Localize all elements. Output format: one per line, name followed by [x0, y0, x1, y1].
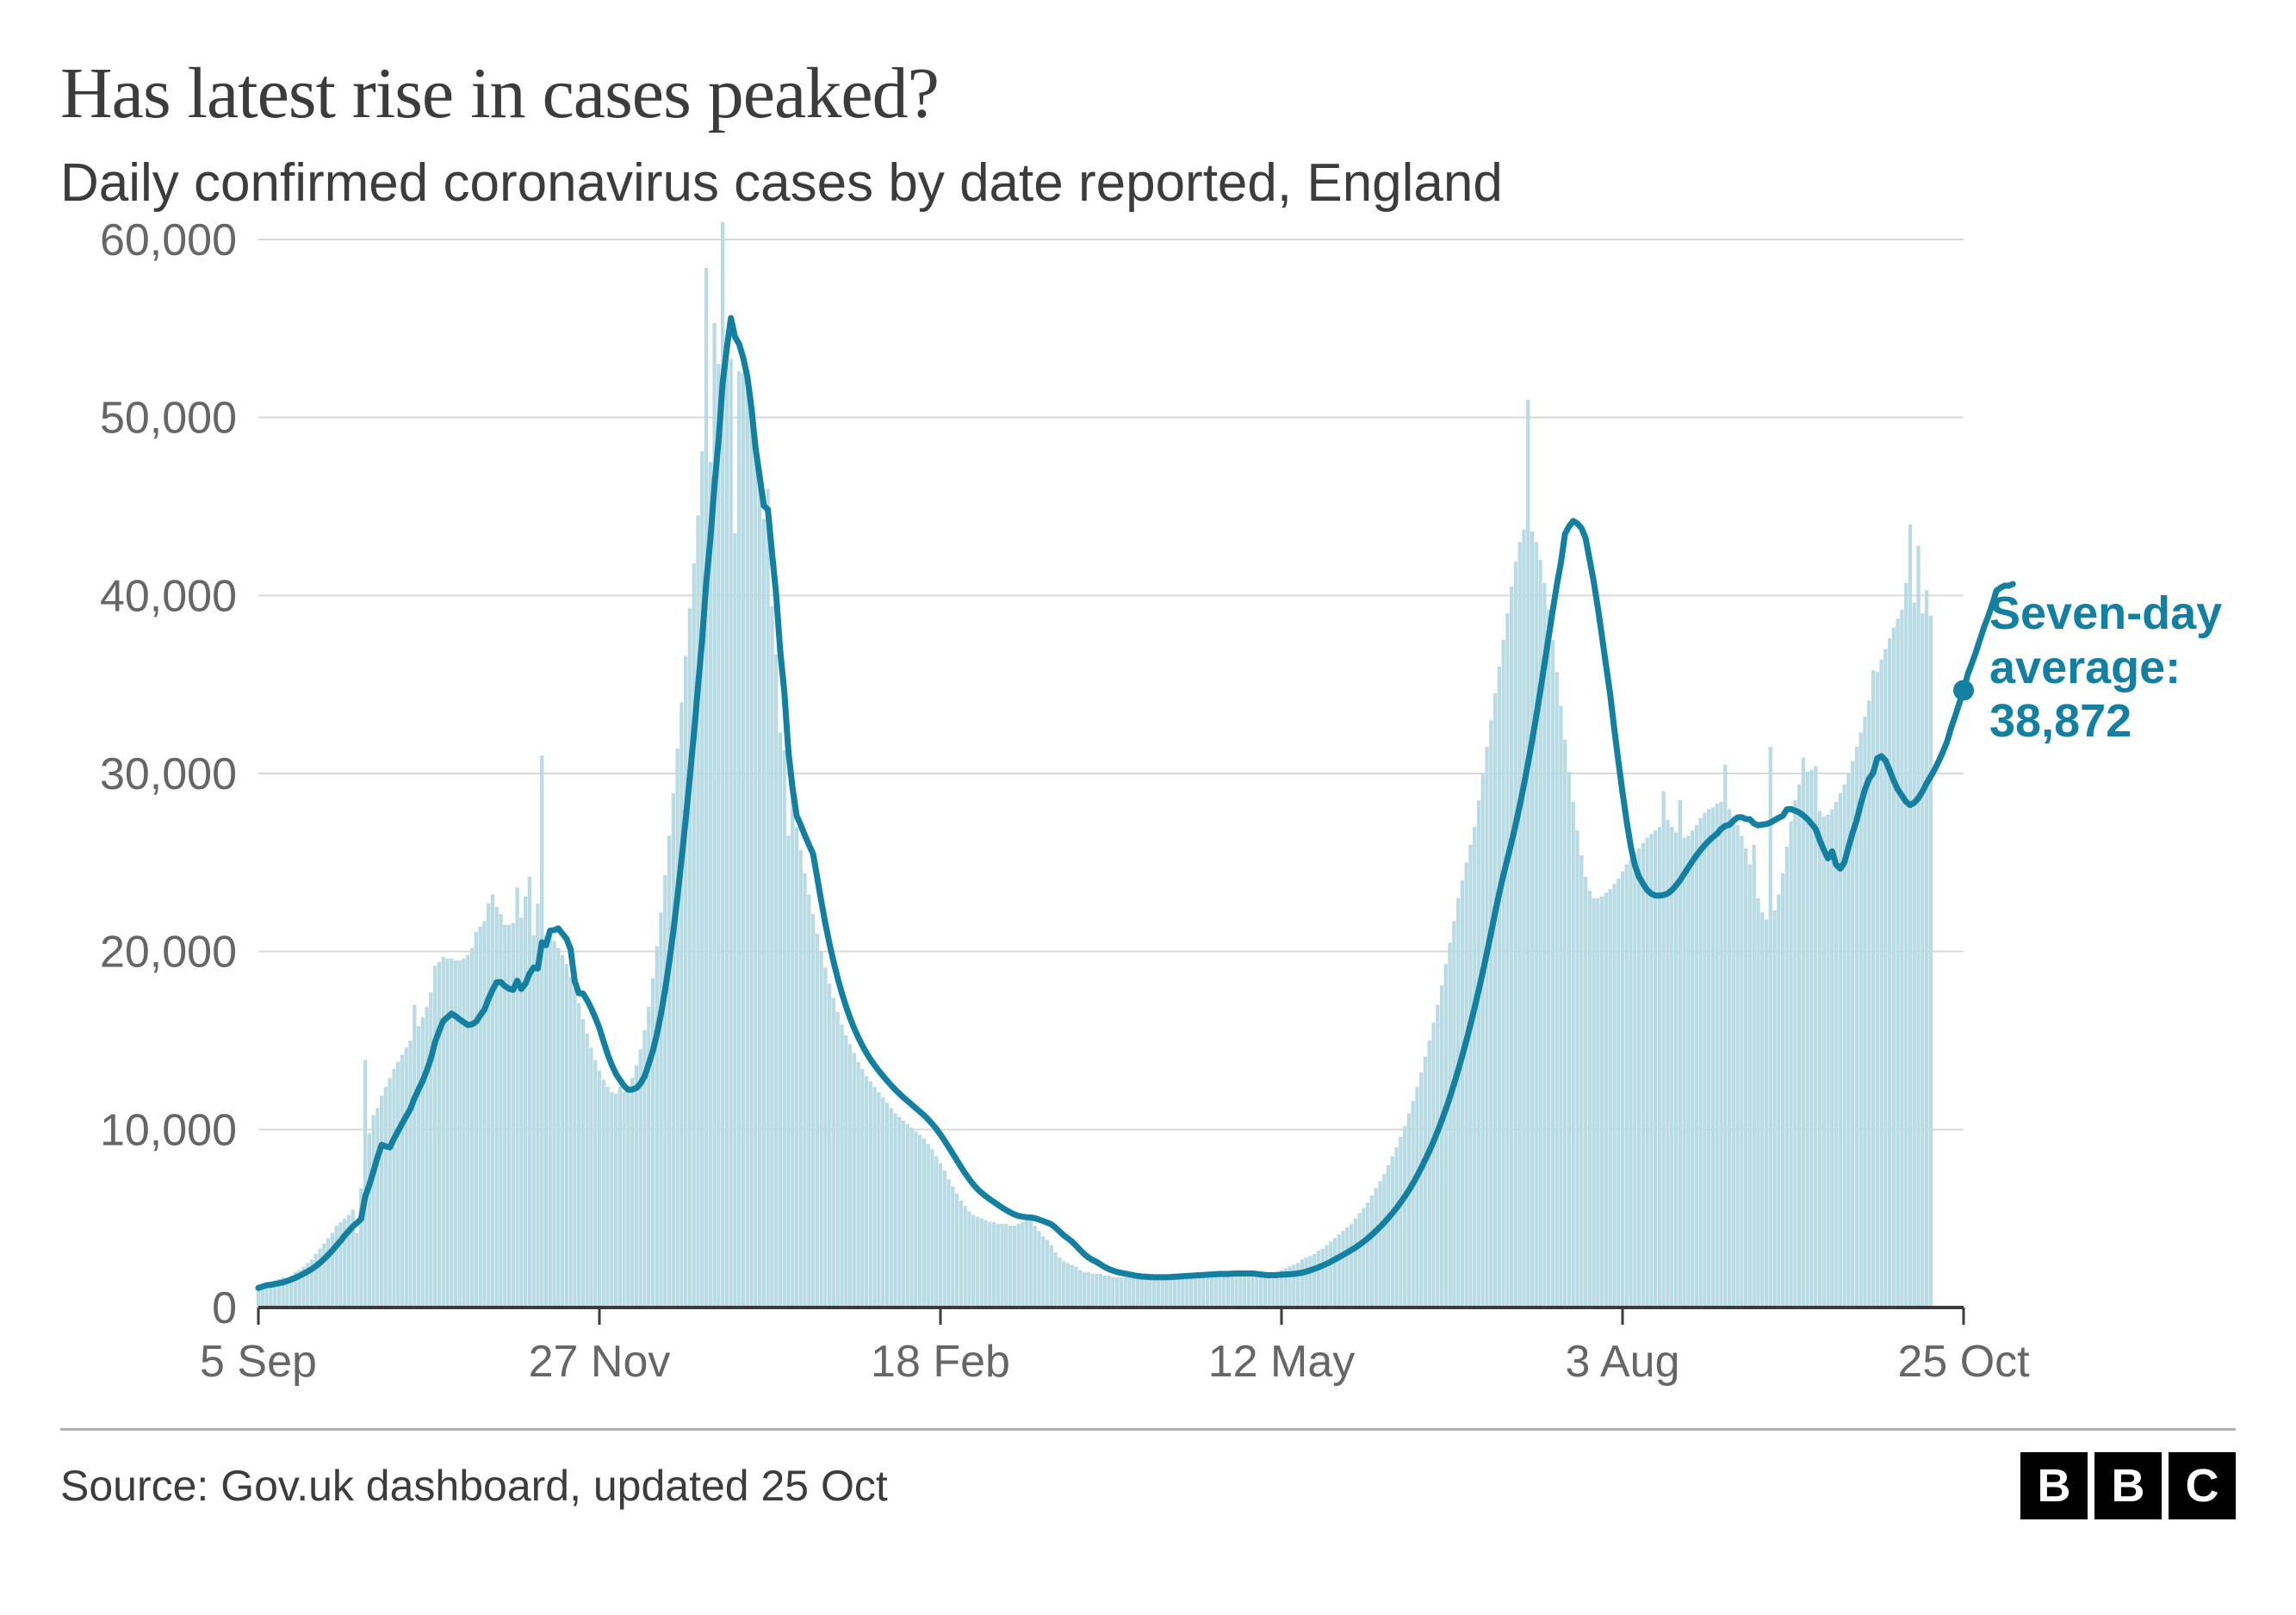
- source-text: Source: Gov.uk dashboard, updated 25 Oct: [60, 1461, 888, 1511]
- chart-subtitle: Daily confirmed coronavirus cases by dat…: [60, 152, 2236, 214]
- svg-text:40,000: 40,000: [100, 571, 237, 621]
- end-value-annotation: Seven-dayaverage:38,872: [1989, 587, 2222, 747]
- svg-text:3 Aug: 3 Aug: [1565, 1337, 1679, 1387]
- svg-text:50,000: 50,000: [100, 394, 237, 444]
- svg-text:30,000: 30,000: [100, 749, 237, 799]
- svg-text:18 Feb: 18 Feb: [871, 1337, 1010, 1387]
- bbc-logo-block: B: [2094, 1452, 2162, 1519]
- svg-text:5 Sep: 5 Sep: [200, 1337, 317, 1387]
- chart-svg: 0 10,000 20,000 30,000 40,000 50,000 60,000 5 S…: [60, 222, 2231, 1411]
- svg-text:0: 0: [212, 1283, 237, 1333]
- svg-text:20,000: 20,000: [100, 928, 237, 978]
- bbc-logo: BBC: [2020, 1452, 2236, 1519]
- chart-title: Has latest rise in cases peaked?: [60, 52, 2236, 135]
- svg-text:60,000: 60,000: [100, 222, 237, 265]
- chart-area: 0 10,000 20,000 30,000 40,000 50,000 60,000 5 S…: [60, 222, 2231, 1411]
- svg-text:27 Nov: 27 Nov: [529, 1337, 671, 1387]
- svg-text:25 Oct: 25 Oct: [1897, 1337, 2030, 1387]
- footer: Source: Gov.uk dashboard, updated 25 Oct…: [60, 1431, 2236, 1519]
- svg-text:12 May: 12 May: [1208, 1337, 1356, 1387]
- bbc-logo-block: B: [2020, 1452, 2088, 1519]
- chart-card: Has latest rise in cases peaked? Daily c…: [0, 0, 2296, 1615]
- bbc-logo-block: C: [2169, 1452, 2236, 1519]
- svg-text:10,000: 10,000: [100, 1105, 237, 1155]
